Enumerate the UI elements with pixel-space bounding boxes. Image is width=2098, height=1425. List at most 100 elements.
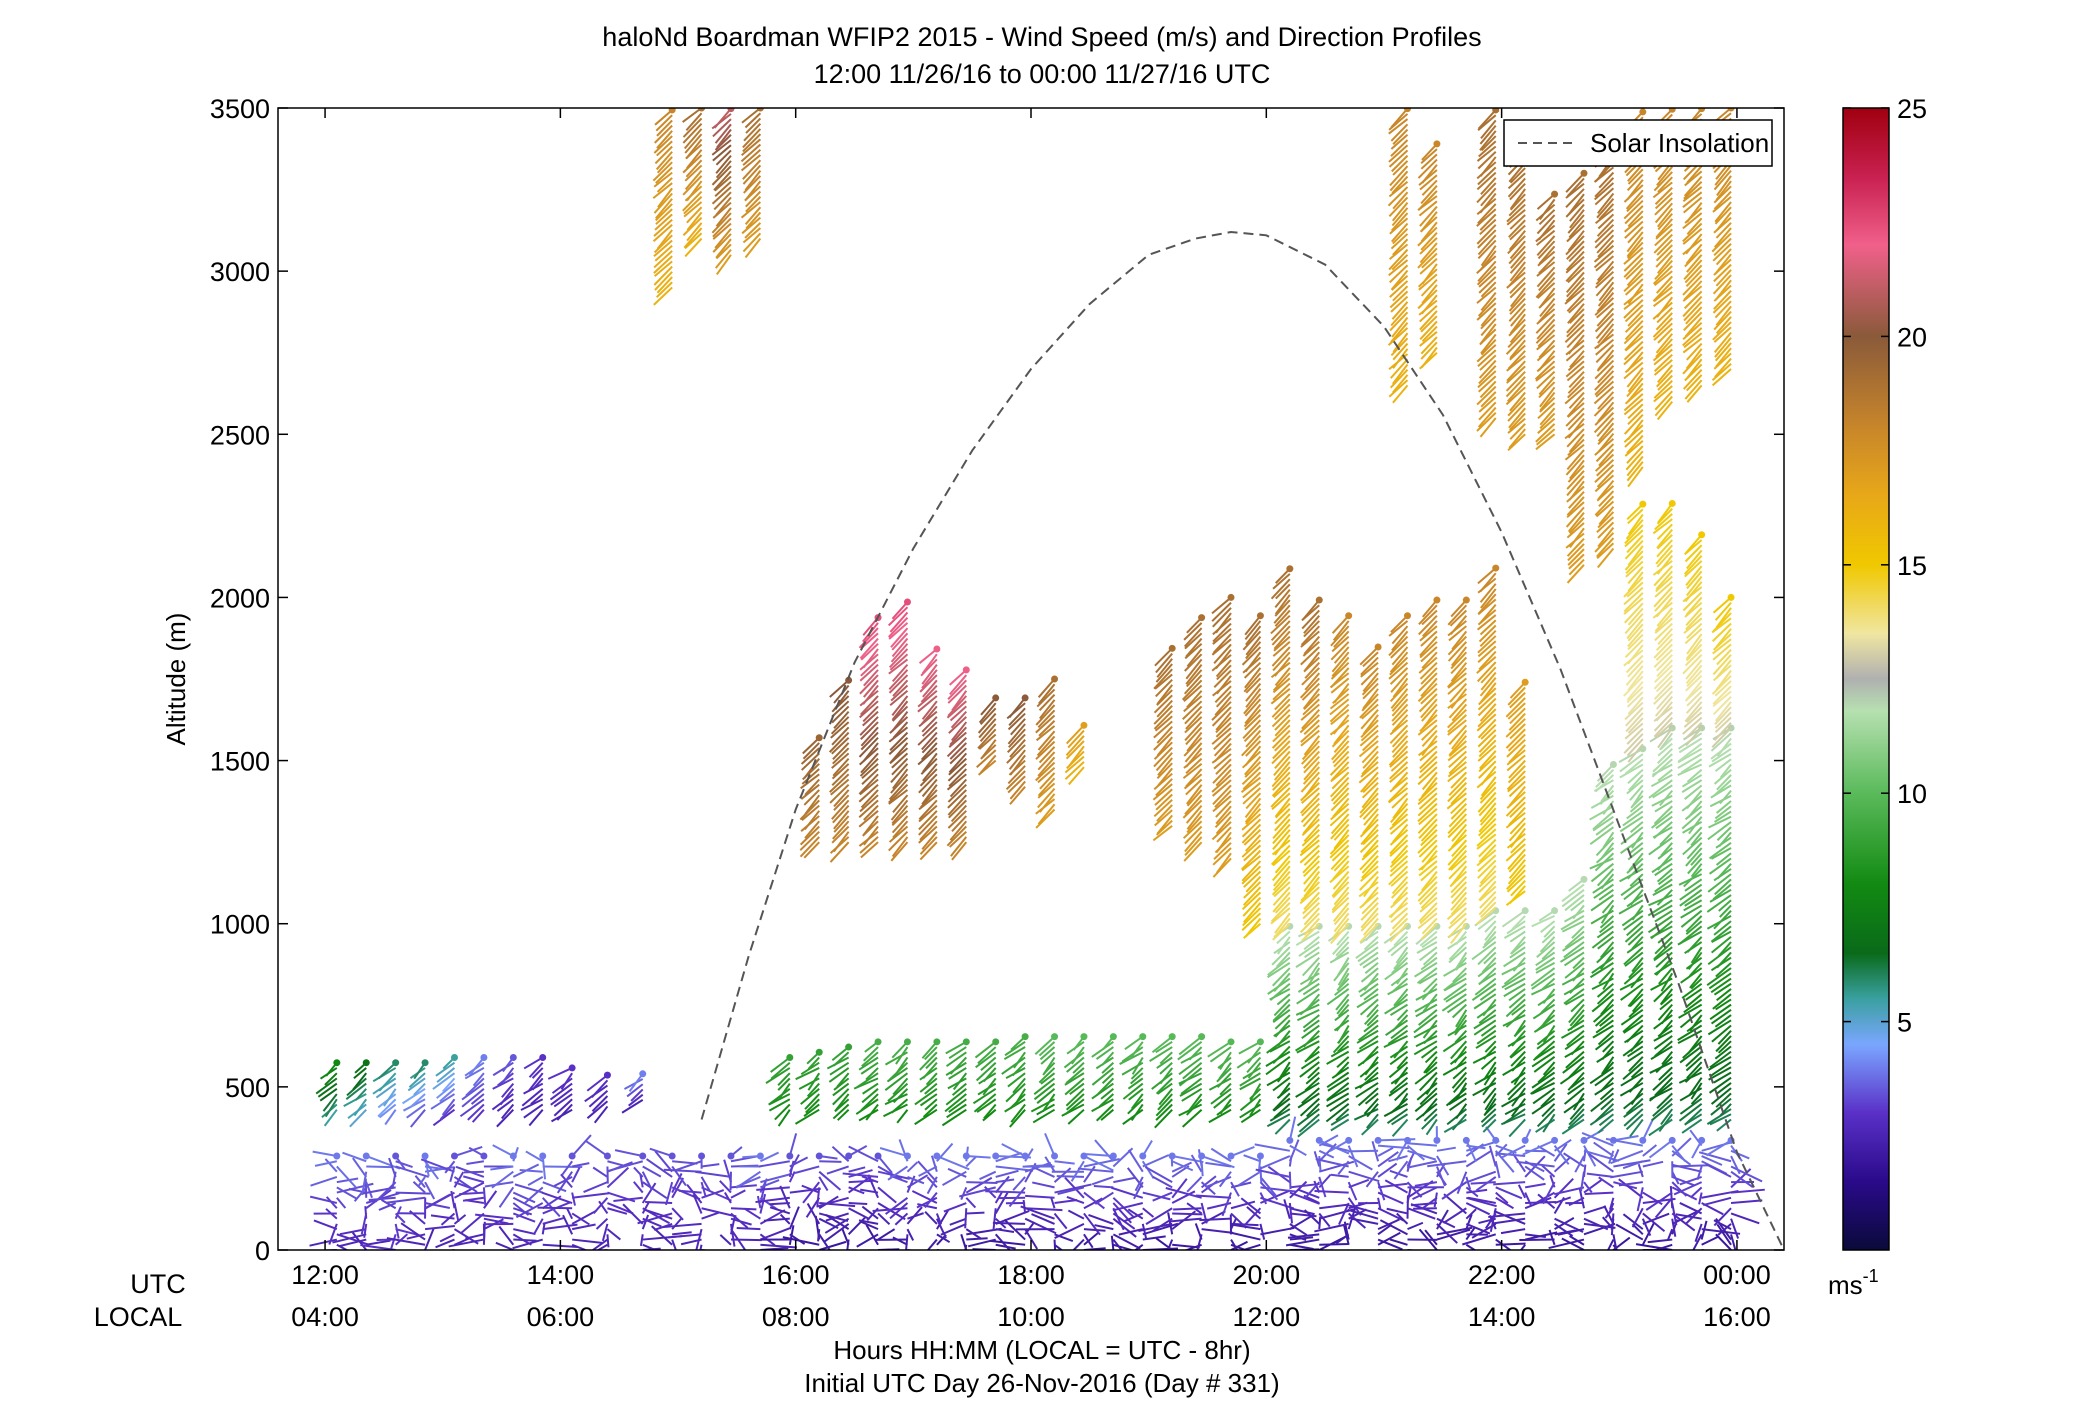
wind-barb bbox=[1475, 1176, 1497, 1192]
wind-barb bbox=[1567, 511, 1585, 533]
wind-barb bbox=[1244, 761, 1262, 778]
wind-barb bbox=[1476, 849, 1497, 867]
colorbar-unit: ms-1 bbox=[1828, 1266, 1879, 1300]
wind-barb bbox=[832, 820, 850, 840]
wind-barb bbox=[1393, 988, 1409, 1007]
wind-barb bbox=[887, 1165, 909, 1181]
wind-barb bbox=[1421, 346, 1438, 369]
wind-barb bbox=[1654, 260, 1673, 280]
wind-barb bbox=[1418, 818, 1438, 839]
wind-barb bbox=[1655, 570, 1673, 591]
wind-barb bbox=[1480, 765, 1497, 786]
wind-barb bbox=[1684, 264, 1703, 284]
wind-barb bbox=[1239, 1103, 1261, 1119]
wind-barb bbox=[1538, 381, 1556, 399]
wind-barb-top bbox=[1080, 721, 1088, 729]
wind-barb bbox=[1420, 1196, 1438, 1210]
wind-barb bbox=[1686, 165, 1703, 184]
wind-barb bbox=[888, 658, 909, 675]
wind-barb bbox=[1479, 988, 1497, 1001]
wind-barb bbox=[1331, 876, 1350, 898]
wind-barb bbox=[1714, 805, 1732, 820]
wind-barb bbox=[715, 207, 732, 227]
wind-barb bbox=[1417, 226, 1438, 247]
wind-barb bbox=[1392, 363, 1409, 385]
wind-barb bbox=[1155, 1040, 1173, 1054]
wind-barb bbox=[1419, 331, 1438, 347]
wind-barb bbox=[1213, 669, 1232, 688]
wind-barb bbox=[1701, 1155, 1723, 1166]
wind-barb bbox=[1656, 659, 1673, 678]
wind-barb bbox=[1303, 876, 1321, 898]
wind-barb bbox=[1501, 972, 1526, 989]
wind-profile-column bbox=[1254, 1116, 1320, 1250]
wind-barb bbox=[1447, 745, 1467, 762]
wind-barb bbox=[1509, 946, 1526, 959]
wind-barb bbox=[859, 716, 879, 736]
wind-barb bbox=[1333, 907, 1350, 926]
wind-barb bbox=[1680, 909, 1703, 928]
wind-barb bbox=[1657, 1003, 1673, 1021]
wind-barb bbox=[323, 1109, 338, 1127]
wind-barb-top bbox=[815, 1152, 823, 1160]
wind-barb bbox=[1564, 323, 1585, 343]
wind-barb bbox=[1536, 1035, 1556, 1050]
wind-barb bbox=[1592, 810, 1615, 830]
wind-barb bbox=[1506, 754, 1526, 772]
wind-barb bbox=[1391, 956, 1409, 974]
wind-barb bbox=[1672, 1163, 1702, 1173]
wind-barb bbox=[1653, 648, 1673, 668]
wind-barb bbox=[1687, 951, 1703, 970]
wind-barb bbox=[1626, 461, 1644, 482]
wind-barb bbox=[1685, 607, 1703, 627]
wind-barb bbox=[1559, 946, 1585, 963]
wind-barb bbox=[1648, 836, 1673, 856]
wind-barb bbox=[1219, 1082, 1232, 1096]
wind-barb bbox=[1329, 693, 1350, 710]
wind-barb bbox=[1389, 917, 1409, 937]
wind-barb bbox=[1389, 651, 1409, 673]
wind-barb bbox=[1157, 1093, 1173, 1111]
wind-barb bbox=[1386, 1108, 1409, 1124]
wind-barb bbox=[377, 1098, 397, 1118]
x-tick-label-local: 08:00 bbox=[762, 1302, 830, 1332]
wind-barb bbox=[977, 712, 997, 734]
wind-barb bbox=[1479, 864, 1497, 884]
wind-barb bbox=[736, 1227, 761, 1231]
wind-barb bbox=[1395, 946, 1409, 964]
wind-barb bbox=[1396, 1092, 1409, 1110]
wind-barb bbox=[1553, 1157, 1571, 1173]
wind-barb bbox=[949, 747, 967, 765]
wind-barb bbox=[1388, 865, 1409, 886]
wind-profile-column bbox=[735, 1151, 797, 1250]
wind-barb bbox=[1037, 751, 1056, 771]
wind-barb bbox=[1624, 524, 1644, 545]
wind-barb bbox=[1153, 741, 1173, 760]
wind-barb bbox=[1654, 721, 1673, 739]
wind-barb bbox=[1683, 868, 1703, 888]
wind-barb bbox=[1655, 312, 1673, 331]
wind-barb bbox=[715, 196, 732, 216]
wind-barb bbox=[1657, 374, 1673, 391]
wind-barb bbox=[1303, 860, 1320, 878]
wind-barb-top bbox=[1462, 596, 1470, 604]
wind-barb bbox=[1654, 228, 1673, 247]
wind-barb bbox=[368, 1196, 396, 1202]
wind-barb bbox=[1623, 252, 1644, 272]
wind-barb bbox=[1214, 742, 1232, 763]
wind-barb bbox=[372, 1067, 397, 1083]
wind-barb bbox=[1479, 572, 1497, 593]
wind-barb bbox=[315, 1077, 338, 1095]
wind-barb bbox=[394, 1223, 400, 1239]
wind-barb bbox=[1711, 622, 1732, 643]
wind-barb bbox=[1477, 859, 1497, 879]
wind-barb bbox=[1329, 755, 1350, 776]
wind-barb bbox=[1337, 1040, 1350, 1053]
wind-barb bbox=[1421, 870, 1438, 892]
wind-barb bbox=[1392, 285, 1409, 302]
wind-barb bbox=[1300, 881, 1320, 902]
wind-barb bbox=[1216, 852, 1232, 874]
wind-barb bbox=[848, 1169, 873, 1178]
wind-barb bbox=[324, 1098, 338, 1118]
wind-barb bbox=[1391, 301, 1409, 320]
